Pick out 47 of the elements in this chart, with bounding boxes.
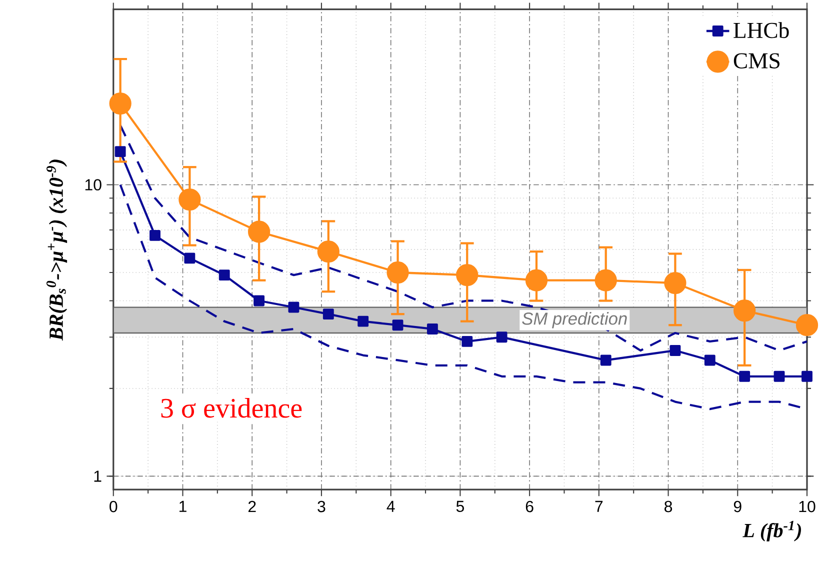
point [150, 230, 160, 241]
point [218, 269, 230, 280]
point [496, 332, 508, 343]
point [184, 252, 196, 264]
x-tick-label: 4 [386, 500, 395, 512]
x-tick-label: 10 [799, 500, 816, 512]
x-tick-label: 0 [110, 500, 118, 512]
point [317, 240, 340, 263]
line-series [119, 124, 807, 352]
point [386, 261, 409, 284]
point [796, 314, 818, 336]
text: BR(B$_{s}$$^{0}$->μ$^{+}$μ$^{-}$) (x10$^{-9}$) [46, 160, 68, 341]
point [254, 295, 265, 306]
point [734, 299, 756, 322]
point [600, 354, 612, 366]
x-tick-label: 3 [318, 500, 326, 512]
point [392, 320, 404, 330]
point [670, 344, 681, 356]
point [594, 269, 617, 292]
point [114, 146, 126, 157]
band-label: SM prediction [522, 312, 627, 328]
point [774, 370, 785, 382]
x-tick-label: 7 [595, 500, 603, 512]
point [739, 370, 750, 382]
point [525, 269, 548, 292]
legend-label: LHCb [734, 22, 789, 38]
point [288, 302, 300, 313]
x-tick-label: 8 [664, 500, 672, 512]
point [456, 264, 478, 286]
point [802, 370, 812, 382]
point [322, 308, 334, 320]
x-axis-title: L (fb$^{-1}$) [742, 520, 801, 542]
x-tick-label: 2 [248, 500, 256, 512]
x-tick-label: 1 [180, 500, 186, 512]
point [248, 220, 270, 243]
x-tick-label: 9 [734, 500, 742, 512]
legend-label: CMS [734, 53, 780, 68]
point [426, 323, 438, 334]
point [178, 188, 201, 210]
x-tick-label: 6 [526, 500, 534, 512]
point [462, 336, 473, 347]
point [109, 92, 132, 115]
point [358, 316, 369, 327]
point [664, 272, 686, 294]
point [704, 354, 716, 366]
annotation: 3 σ evidence [161, 398, 302, 418]
x-tick-label: 5 [456, 500, 464, 512]
